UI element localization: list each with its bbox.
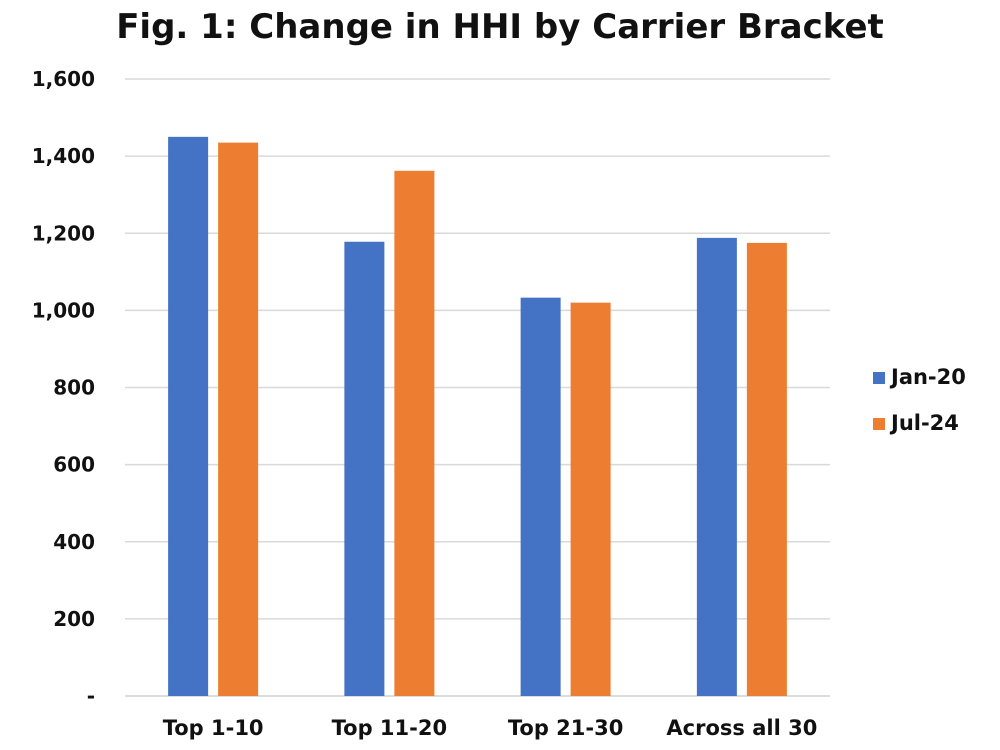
y-tick-label: - <box>87 684 95 708</box>
x-category-label: Top 1-10 <box>163 716 264 740</box>
bars <box>168 136 787 697</box>
bar-jul-24-4 <box>746 242 787 696</box>
y-tick-label: 1,200 <box>32 221 95 245</box>
y-tick-label: 400 <box>53 530 95 554</box>
y-tick-label: 1,400 <box>32 144 95 168</box>
legend-label-jan-20: Jan-20 <box>889 365 966 389</box>
x-category-label: Across all 30 <box>666 716 817 740</box>
legend: Jan-20 Jul-24 <box>873 365 966 435</box>
y-tick-label: 1,600 <box>32 67 95 91</box>
bar-jan-20-4 <box>696 237 737 696</box>
y-axis-tick-labels: - 200 400 600 800 1,000 1,200 1,400 1,600 <box>32 67 95 708</box>
bar-jul-24-3 <box>570 302 611 696</box>
bar-jan-20-3 <box>520 297 561 696</box>
legend-label-jul-24: Jul-24 <box>889 411 959 435</box>
y-tick-label: 600 <box>53 453 95 477</box>
x-category-label: Top 21-30 <box>508 716 623 740</box>
x-axis-category-labels: Top 1-10 Top 11-20 Top 21-30 Across all 30 <box>163 716 818 740</box>
x-category-label: Top 11-20 <box>332 716 447 740</box>
y-tick-label: 1,000 <box>32 298 95 322</box>
y-tick-label: 800 <box>53 376 95 400</box>
legend-swatch-jul-24 <box>873 418 885 430</box>
chart-title: Fig. 1: Change in HHI by Carrier Bracket <box>116 7 884 47</box>
bar-jan-20-2 <box>344 241 385 696</box>
y-tick-label: 200 <box>53 607 95 631</box>
bar-jan-20-1 <box>168 136 209 696</box>
legend-swatch-jan-20 <box>873 372 885 384</box>
bar-jul-24-1 <box>218 142 259 697</box>
bar-jul-24-2 <box>394 170 435 696</box>
